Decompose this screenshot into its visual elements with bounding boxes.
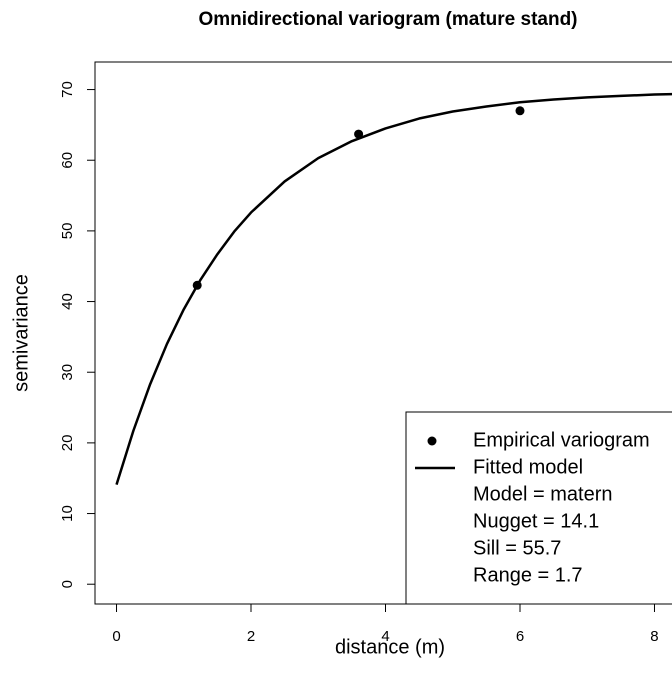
- legend-annotation: Nugget = 14.1: [473, 510, 599, 532]
- x-tick-label: 8: [650, 628, 658, 645]
- x-axis-label: distance (m): [335, 636, 445, 658]
- y-tick-label: 70: [59, 81, 76, 98]
- y-tick-label: 50: [59, 223, 76, 240]
- x-tick-label: 2: [247, 628, 255, 645]
- legend-annotation: Range = 1.7: [473, 564, 583, 586]
- data-point: [354, 129, 364, 139]
- legend-label: Empirical variogram: [473, 429, 650, 451]
- y-tick-label: 20: [59, 435, 76, 452]
- x-tick-label: 6: [516, 628, 524, 645]
- y-tick-label: 0: [59, 580, 76, 588]
- data-point: [515, 106, 525, 116]
- legend-annotation: Sill = 55.7: [473, 537, 561, 559]
- legend-annotation: Model = matern: [473, 483, 613, 505]
- y-tick-label: 10: [59, 505, 76, 522]
- legend-box: [405, 411, 672, 605]
- y-axis-label: semivariance: [10, 274, 32, 392]
- y-tick-label: 30: [59, 364, 76, 381]
- fitted-line: [115, 92, 672, 485]
- chart-title: Omnidirectional variogram (mature stand): [198, 9, 577, 30]
- legend-symbol: [427, 436, 437, 446]
- x-tick-label: 0: [112, 628, 120, 645]
- y-tick-label: 60: [59, 152, 76, 169]
- y-tick-label: 40: [59, 293, 76, 310]
- x-tick-label: 4: [381, 628, 389, 645]
- plot-frame: [94, 61, 672, 605]
- legend-label: Fitted model: [473, 456, 583, 478]
